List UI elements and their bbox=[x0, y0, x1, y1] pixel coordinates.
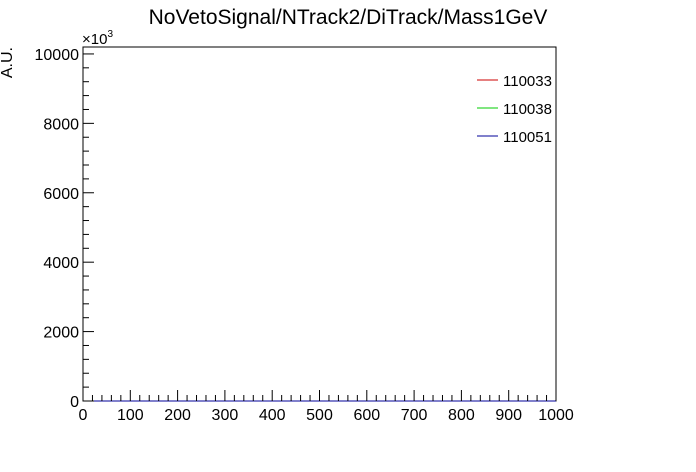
legend-label-110033: 110033 bbox=[503, 73, 552, 90]
y-tick-label: 4000 bbox=[43, 255, 79, 272]
x-tick-label: 100 bbox=[117, 407, 144, 424]
x-tick-label: 1000 bbox=[538, 407, 574, 424]
y-tick-label: 8000 bbox=[43, 116, 79, 133]
x-tick-label: 700 bbox=[401, 407, 428, 424]
y-axis: 0 2000 4000 6000 8000 10000 bbox=[35, 47, 94, 411]
y-axis-label: A.U. bbox=[0, 47, 16, 78]
x-tick-label: 600 bbox=[353, 407, 380, 424]
x-tick-label: 800 bbox=[448, 407, 475, 424]
legend: 110033 110038 110051 bbox=[477, 73, 552, 146]
y-tick-label: 0 bbox=[70, 394, 79, 411]
plot-frame bbox=[82, 46, 557, 402]
y-tick-label: 2000 bbox=[43, 325, 79, 342]
y-tick-label: 6000 bbox=[43, 186, 79, 203]
x-tick-label: 500 bbox=[306, 407, 333, 424]
legend-label-110038: 110038 bbox=[503, 101, 552, 118]
y-tick-label: 10000 bbox=[35, 47, 80, 64]
chart-title: NoVetoSignal/NTrack2/DiTrack/Mass1GeV bbox=[149, 6, 548, 29]
x-tick-label: 300 bbox=[212, 407, 239, 424]
y-multiplier-base: ×10 bbox=[82, 31, 107, 48]
x-tick-label: 400 bbox=[259, 407, 286, 424]
y-axis-multiplier: ×103 bbox=[82, 29, 113, 48]
x-tick-label: 900 bbox=[495, 407, 522, 424]
x-axis: 0 100 200 300 400 500 600 700 800 900 1000 bbox=[79, 390, 574, 424]
x-tick-label: 0 bbox=[79, 407, 88, 424]
y-multiplier-exponent: 3 bbox=[107, 29, 113, 40]
x-tick-label: 200 bbox=[164, 407, 191, 424]
legend-label-110051: 110051 bbox=[503, 129, 552, 146]
